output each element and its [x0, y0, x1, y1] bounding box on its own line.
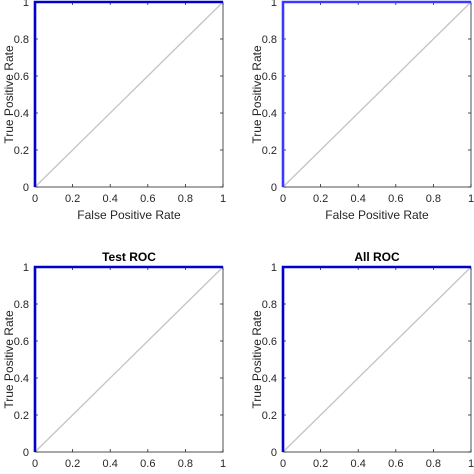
- y-tick-label: 1: [23, 262, 29, 274]
- x-tick-label: 0.4: [351, 193, 366, 205]
- y-tick-label: 0.8: [14, 299, 29, 311]
- roc-curve: [281, 0, 471, 187]
- x-tick-label: 1: [220, 458, 226, 470]
- y-tick-label: 0.2: [14, 410, 29, 422]
- y-tick-label: 1: [23, 0, 29, 9]
- x-tick-label: 0: [280, 458, 286, 470]
- x-tick-label: 0.6: [140, 193, 155, 205]
- x-axis-label: False Positive Rate: [325, 208, 429, 222]
- x-tick-label: 0.4: [103, 193, 118, 205]
- y-tick-label: 0.4: [14, 108, 29, 120]
- x-tick-label: 0.2: [65, 458, 80, 470]
- x-tick-label: 0.8: [178, 193, 193, 205]
- y-tick-label: 0.4: [262, 373, 277, 385]
- x-tick-label: 0: [32, 193, 38, 205]
- y-tick-label: 0: [23, 447, 29, 459]
- x-tick-label: 0.6: [388, 193, 403, 205]
- x-tick-label: 0.6: [388, 458, 403, 470]
- y-tick-label: 0.4: [262, 108, 277, 120]
- x-tick-label: 0.8: [426, 193, 441, 205]
- x-tick-label: 0.4: [351, 458, 366, 470]
- y-tick-label: 0: [271, 182, 277, 194]
- chance-diagonal: [282, 1, 472, 188]
- x-tick-label: 0.2: [313, 458, 328, 470]
- y-tick-label: 0.8: [14, 34, 29, 46]
- y-tick-label: 1: [271, 262, 277, 274]
- roc-curve: [33, 265, 223, 452]
- x-tick-label: 1: [468, 193, 474, 205]
- x-tick-label: 1: [220, 193, 226, 205]
- x-tick-label: 1: [468, 458, 474, 470]
- x-axis-label: False Positive Rate: [77, 208, 181, 222]
- x-tick-label: 0: [32, 458, 38, 470]
- x-tick-label: 0.8: [426, 458, 441, 470]
- panel-title: All ROC: [354, 250, 400, 264]
- roc-panel-4: 0 0.2 0.4 0.6 0.8 1 0 0.2 0.4 0.6 0.8 1 True Positiv…: [250, 250, 474, 470]
- x-tick-label: 0.8: [178, 458, 193, 470]
- y-tick-label: 0.2: [14, 145, 29, 157]
- y-tick-label: 0.8: [262, 299, 277, 311]
- y-tick-label: 0.6: [262, 71, 277, 83]
- y-tick-label: 1: [271, 0, 277, 9]
- x-tick-label: 0.2: [65, 193, 80, 205]
- y-tick-label: 0.2: [262, 145, 277, 157]
- roc-panel-1: 0 0.2 0.4 0.6 0.8 1 0 0.2 0.4 0.6 0.8 1 False Positi…: [2, 0, 226, 222]
- x-tick-label: 0.2: [313, 193, 328, 205]
- y-axis-label: True Positive Rate: [2, 45, 16, 144]
- y-axis-label: True Positive Rate: [2, 310, 16, 409]
- panel-title: Test ROC: [102, 250, 156, 264]
- y-axis-label: True Positive Rate: [250, 310, 264, 409]
- y-tick-label: 0.2: [262, 410, 277, 422]
- chance-diagonal: [282, 266, 472, 453]
- y-tick-label: 0.6: [14, 71, 29, 83]
- roc-panel-3: 0 0.2 0.4 0.6 0.8 1 0 0.2 0.4 0.6 0.8 1 True Positiv…: [2, 250, 226, 470]
- y-tick-label: 0.6: [262, 336, 277, 348]
- chance-diagonal: [34, 266, 224, 453]
- y-tick-label: 0: [271, 447, 277, 459]
- y-axis-label: True Positive Rate: [250, 45, 264, 144]
- x-tick-label: 0.4: [103, 458, 118, 470]
- y-tick-label: 0.6: [14, 336, 29, 348]
- chance-diagonal: [34, 1, 224, 188]
- roc-panel-2: 0 0.2 0.4 0.6 0.8 1 0 0.2 0.4 0.6 0.8 1 False Positi…: [250, 0, 474, 222]
- y-tick-label: 0.4: [14, 373, 29, 385]
- roc-curve: [33, 0, 223, 187]
- y-tick-label: 0.8: [262, 34, 277, 46]
- x-tick-label: 0.6: [140, 458, 155, 470]
- roc-curve: [281, 265, 471, 452]
- x-tick-label: 0: [280, 193, 286, 205]
- y-tick-label: 0: [23, 182, 29, 194]
